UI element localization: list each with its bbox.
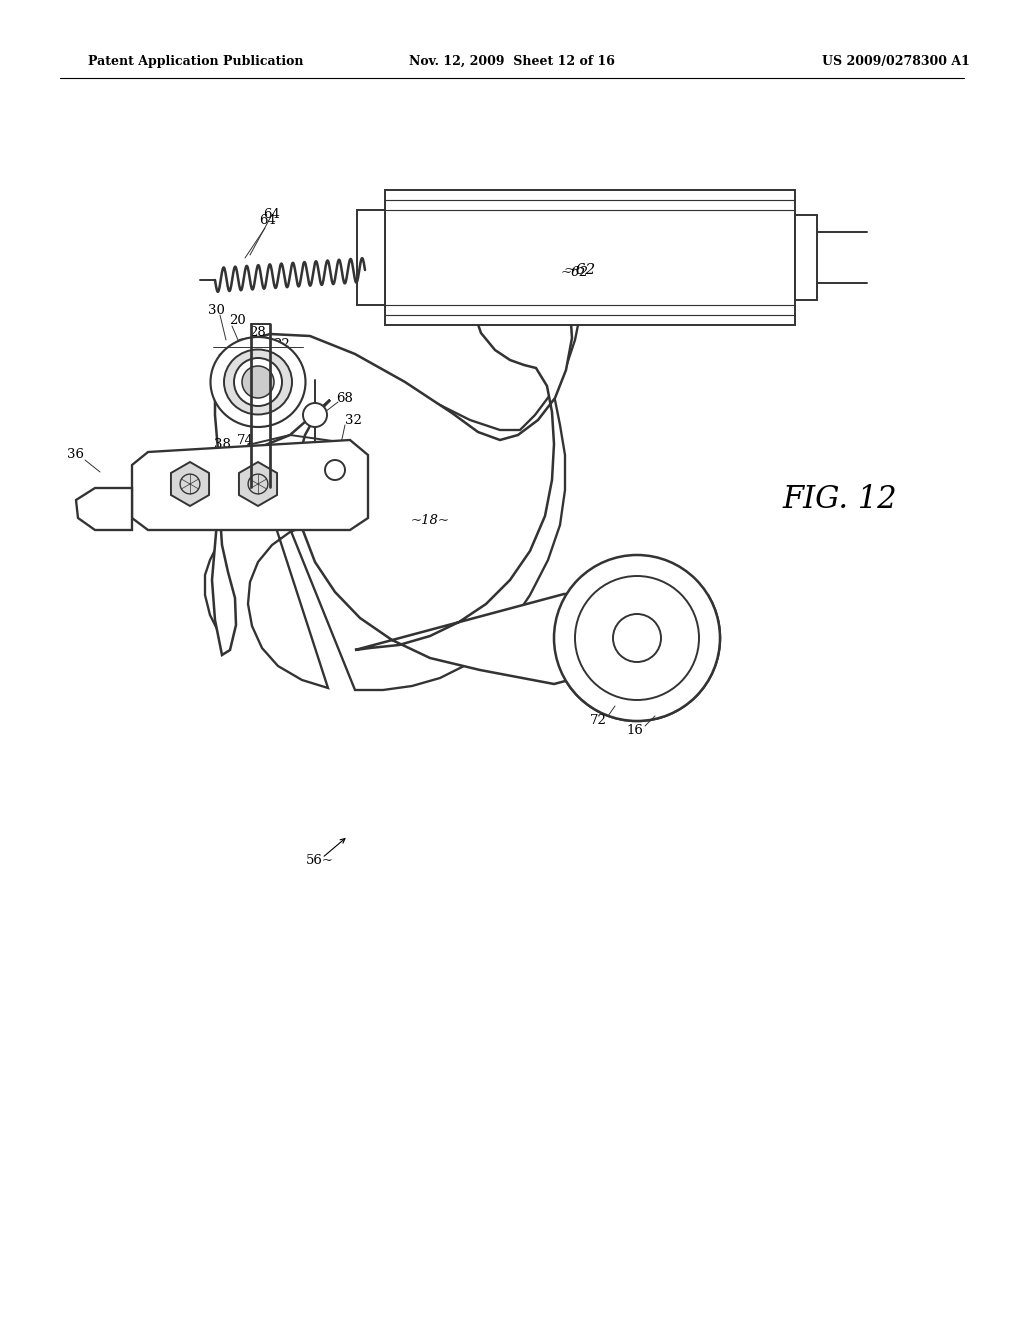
Polygon shape bbox=[171, 462, 209, 506]
Text: 32: 32 bbox=[344, 413, 361, 426]
Text: 64: 64 bbox=[263, 209, 281, 222]
Text: Patent Application Publication: Patent Application Publication bbox=[88, 55, 303, 69]
Text: 30: 30 bbox=[208, 304, 224, 317]
Text: 36: 36 bbox=[68, 449, 85, 462]
Circle shape bbox=[303, 403, 327, 426]
Text: ~62: ~62 bbox=[561, 265, 589, 279]
Text: 38: 38 bbox=[214, 438, 230, 451]
Polygon shape bbox=[212, 257, 720, 721]
Text: 20: 20 bbox=[229, 314, 247, 326]
Text: US 2009/0278300 A1: US 2009/0278300 A1 bbox=[822, 55, 970, 69]
Text: FIG. 12: FIG. 12 bbox=[782, 484, 897, 516]
Text: 28: 28 bbox=[250, 326, 266, 339]
Ellipse shape bbox=[211, 337, 305, 426]
Text: 68: 68 bbox=[337, 392, 353, 404]
Text: 16: 16 bbox=[627, 723, 643, 737]
Bar bbox=[385, 190, 795, 325]
Circle shape bbox=[234, 358, 282, 407]
Ellipse shape bbox=[224, 350, 292, 414]
Polygon shape bbox=[205, 265, 580, 690]
Circle shape bbox=[242, 366, 274, 399]
Text: 72: 72 bbox=[590, 714, 606, 726]
Text: Nov. 12, 2009  Sheet 12 of 16: Nov. 12, 2009 Sheet 12 of 16 bbox=[409, 55, 615, 69]
Text: ~62: ~62 bbox=[564, 263, 596, 277]
Bar bbox=[795, 215, 817, 300]
Polygon shape bbox=[239, 462, 278, 506]
Text: 22: 22 bbox=[273, 338, 291, 351]
Circle shape bbox=[613, 614, 662, 663]
Text: 64: 64 bbox=[259, 214, 276, 227]
Polygon shape bbox=[76, 488, 132, 531]
Text: 74: 74 bbox=[237, 433, 253, 446]
Circle shape bbox=[325, 459, 345, 480]
Polygon shape bbox=[132, 440, 368, 531]
Circle shape bbox=[575, 576, 699, 700]
Text: ~18~: ~18~ bbox=[411, 513, 450, 527]
Text: 56~: 56~ bbox=[306, 854, 334, 866]
Bar bbox=[357, 210, 385, 305]
Circle shape bbox=[554, 554, 720, 721]
Text: 24: 24 bbox=[266, 449, 284, 462]
